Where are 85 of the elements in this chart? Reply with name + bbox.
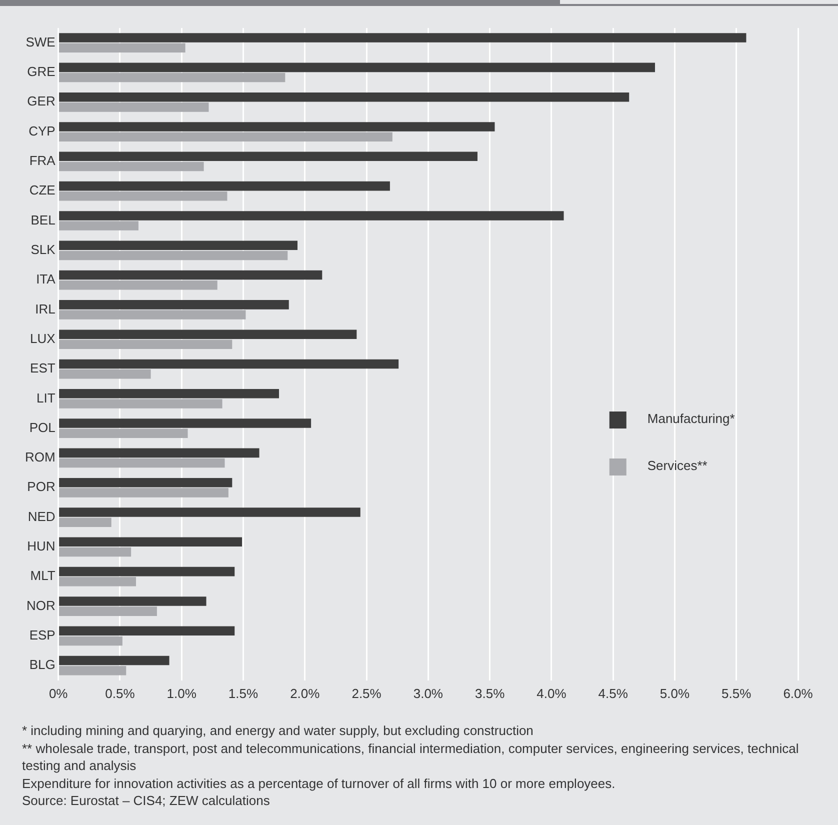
- bar: [59, 152, 478, 162]
- x-tick-label: 5.0%: [660, 686, 690, 701]
- y-tick-label: HUN: [27, 538, 56, 554]
- bar: [59, 359, 399, 369]
- bar: [59, 399, 222, 408]
- bar: [59, 211, 564, 220]
- bar: [59, 566, 235, 576]
- y-tick-label: IRL: [35, 301, 56, 316]
- bar: [59, 250, 288, 260]
- bar: [59, 192, 228, 201]
- bar: [59, 181, 390, 191]
- bar: [59, 478, 232, 488]
- bar: [59, 636, 122, 646]
- bar: [59, 666, 126, 676]
- bar: [59, 577, 136, 586]
- bar: [59, 508, 360, 517]
- x-tick-label: 6.0%: [783, 686, 814, 701]
- bar: [59, 418, 312, 428]
- bar: [59, 428, 188, 438]
- y-tick-label: FRA: [29, 153, 56, 168]
- y-tick-label: MLT: [30, 568, 56, 584]
- bar: [59, 240, 298, 250]
- bar: [59, 122, 495, 132]
- text: Expenditure for innovation activities as a percentage of turnover of all firms with 10 or more employees.: [22, 774, 616, 792]
- y-tick-label: SLK: [30, 242, 56, 257]
- bar: [59, 132, 392, 142]
- x-tick-label: 1.5%: [228, 686, 258, 701]
- x-tick-label: 1.0%: [166, 686, 197, 701]
- y-tick-label: NOR: [26, 598, 56, 613]
- legend-label: Manufacturing*: [647, 411, 735, 426]
- bar: [59, 389, 279, 398]
- x-tick-label: 2.0%: [290, 686, 320, 701]
- bar: [59, 310, 246, 320]
- legend-label: Services**: [647, 458, 708, 474]
- y-tick-label: CYP: [28, 123, 56, 138]
- y-tick-label: BLG: [29, 657, 56, 672]
- y-tick-label: BEL: [30, 212, 56, 228]
- bar: [59, 270, 322, 280]
- x-tick-label: 3.5%: [474, 686, 506, 701]
- y-tick-label: ROM: [24, 450, 56, 465]
- bar: [59, 596, 206, 606]
- bar: [59, 606, 157, 616]
- bar: [59, 72, 286, 82]
- y-tick-label: NED: [28, 508, 56, 524]
- y-tick-label: EST: [30, 360, 56, 376]
- y-tick-label: POR: [27, 479, 56, 494]
- text: * including mining and quarying, and energy and water supply, but excluding construction: [22, 722, 534, 740]
- bar: [59, 537, 242, 547]
- y-tick-label: POL: [29, 420, 56, 435]
- x-tick-label: 5.5%: [722, 686, 752, 701]
- x-tick-label: 0.5%: [105, 686, 136, 701]
- x-tick-label: 2.5%: [352, 686, 382, 701]
- bar: [59, 488, 228, 498]
- y-tick-label: ITA: [36, 272, 56, 287]
- bar: [59, 162, 204, 172]
- y-tick-label: GRE: [27, 64, 56, 80]
- bar: [59, 369, 151, 379]
- y-tick-label: LUX: [30, 330, 56, 346]
- bar: [59, 626, 235, 636]
- source-note: Source: Eurostat – CIS4; ZEW calculations: [22, 792, 271, 810]
- bar: [59, 656, 170, 666]
- bar: [59, 221, 138, 230]
- y-tick-label: CZE: [29, 182, 56, 198]
- bar: [59, 280, 218, 290]
- bar: [59, 102, 209, 112]
- bar: [59, 330, 357, 339]
- bar: [59, 62, 655, 72]
- text: ** wholesale trade, transport, post and telecommunications, financial intermediation, computer services, engineering services, technical testing and analysis: [22, 740, 800, 774]
- bar: [59, 340, 232, 350]
- y-tick-label: LIT: [36, 390, 56, 406]
- y-tick-label: ESP: [29, 627, 56, 642]
- x-tick-label: 4.0%: [536, 686, 567, 701]
- bar: [59, 300, 289, 310]
- bar: [59, 33, 746, 42]
- y-tick-label: SWE: [26, 34, 56, 50]
- x-tick-label: 3.0%: [413, 686, 444, 701]
- bar: [59, 458, 225, 468]
- x-tick-label: 0%: [48, 686, 68, 701]
- x-tick-label: 4.5%: [598, 686, 628, 701]
- bar: [59, 518, 112, 527]
- bar: [59, 92, 630, 102]
- bar: [59, 448, 260, 458]
- bar: [59, 547, 132, 557]
- bar: [59, 43, 186, 53]
- y-tick-label: GER: [27, 94, 56, 109]
